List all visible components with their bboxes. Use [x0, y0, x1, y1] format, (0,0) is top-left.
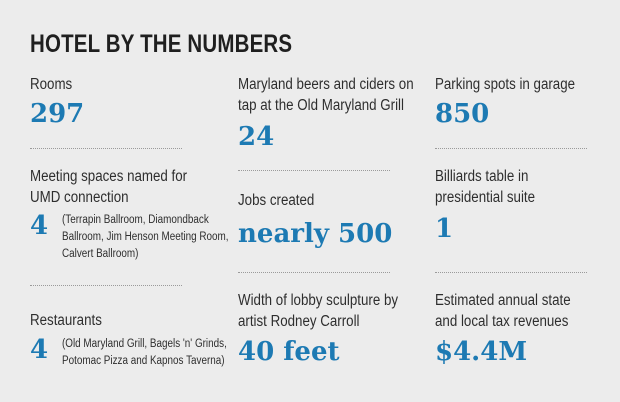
stat-label-line: presidential suite: [435, 189, 536, 206]
divider: [238, 272, 390, 273]
stat-note-line: (Old Maryland Grill, Bagels 'n' Grinds,: [62, 338, 227, 350]
divider: [238, 170, 390, 171]
stat-jobs-created: Jobs created nearly 500: [238, 190, 392, 249]
stat-label-line: tap at the Old Maryland Grill: [238, 97, 404, 114]
stat-label-line: Billiards table in: [435, 168, 529, 185]
stat-label-line: Meeting spaces named for: [30, 168, 188, 185]
stat-restaurants: Restaurants 4 (Old Maryland Grill, Bagel…: [30, 310, 254, 370]
stat-lobby-sculpture: Width of lobby sculpture by artist Rodne…: [238, 290, 424, 367]
stat-rooms: Rooms 297: [30, 74, 84, 129]
divider: [435, 148, 587, 149]
stat-note-line: Calvert Ballroom): [62, 248, 139, 260]
stat-label: Rooms: [30, 76, 73, 93]
stat-note-line: (Terrapin Ballroom, Diamondback: [62, 214, 209, 226]
stat-label-line: artist Rodney Carroll: [238, 313, 360, 330]
stat-value: 4: [30, 211, 49, 241]
stat-maryland-beers: Maryland beers and ciders on tap at the …: [238, 74, 442, 152]
stat-value: 850: [435, 99, 490, 129]
stat-meeting-spaces: Meeting spaces named for UMD connection …: [30, 166, 256, 263]
stat-label-line: Maryland beers and ciders on: [238, 76, 414, 93]
stat-label: Parking spots in garage: [435, 76, 576, 93]
divider: [435, 272, 587, 273]
stat-value: 24: [238, 122, 275, 152]
stat-label-line: Estimated annual state: [435, 292, 571, 309]
divider: [30, 285, 182, 286]
stat-label: Jobs created: [238, 192, 315, 209]
stat-label-line: UMD connection: [30, 189, 129, 206]
stat-value: 297: [30, 99, 85, 129]
stat-label-line: Width of lobby sculpture by: [238, 292, 399, 309]
stat-label-line: and local tax revenues: [435, 313, 569, 330]
stat-parking: Parking spots in garage 850: [435, 74, 598, 129]
stat-note-line: Ballroom, Jim Henson Meeting Room,: [62, 231, 229, 243]
infographic-title: HOTEL BY THE NUMBERS: [30, 30, 293, 58]
stat-value: 1: [435, 214, 454, 244]
stat-tax-revenues: Estimated annual state and local tax rev…: [435, 290, 593, 367]
stat-value: 40 feet: [238, 337, 340, 367]
divider: [30, 148, 182, 149]
stat-value: 4: [30, 335, 49, 365]
stat-value: nearly 500: [238, 219, 393, 249]
stat-billiards: Billiards table in presidential suite 1: [435, 166, 551, 244]
stat-note-line: Potomac Pizza and Kapnos Taverna): [62, 355, 225, 367]
stat-value: $4.4M: [435, 337, 528, 367]
stat-label: Restaurants: [30, 312, 102, 329]
